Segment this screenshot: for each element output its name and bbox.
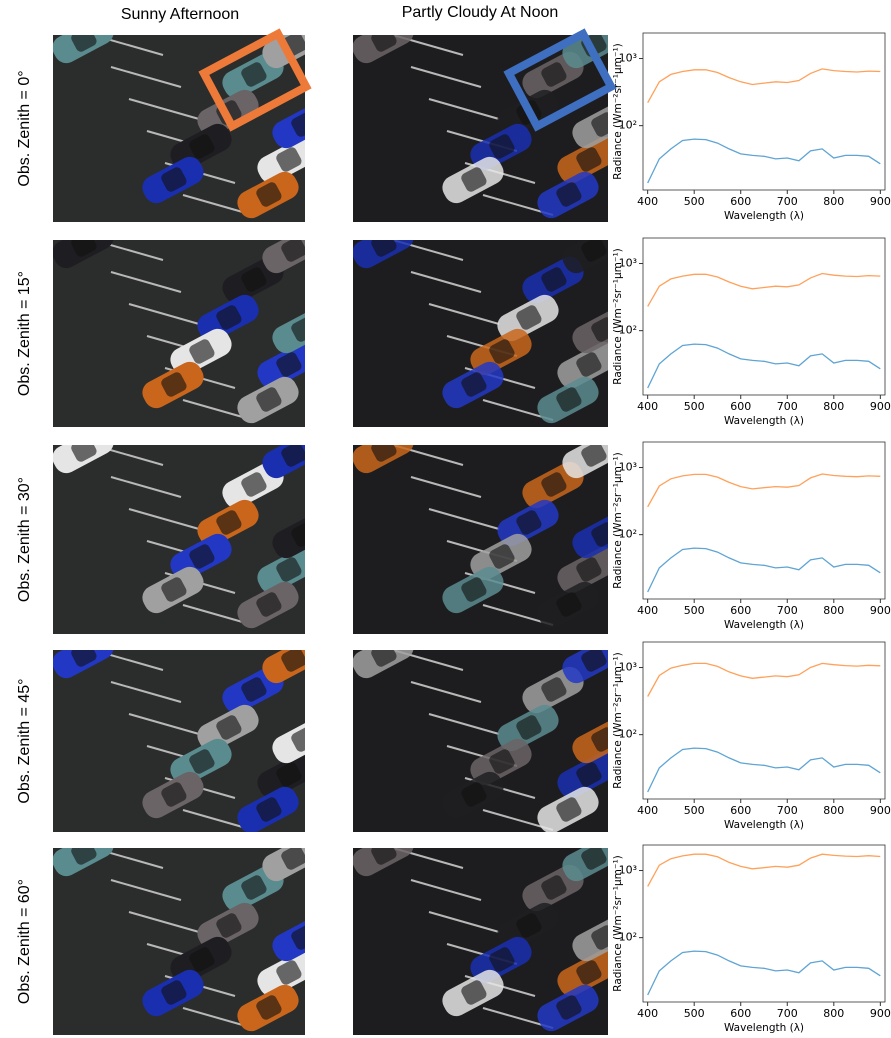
x-tick-label: 500 xyxy=(684,1007,705,1020)
x-tick-label: 800 xyxy=(823,400,844,413)
x-tick-label: 600 xyxy=(730,804,751,817)
x-tick-label: 500 xyxy=(684,195,705,208)
x-tick-label: 400 xyxy=(637,1007,658,1020)
column-title: Partly Cloudy At Noon xyxy=(402,4,559,21)
y-axis-label: Radiance (Wm⁻²sr⁻¹μm⁻¹) xyxy=(612,652,624,789)
plot-frame xyxy=(643,238,885,395)
series-line xyxy=(648,854,881,886)
photo-content xyxy=(348,423,638,634)
x-tick-label: 700 xyxy=(777,195,798,208)
row-label: Obs. Zenith = 60° xyxy=(16,879,33,1004)
x-tick-label: 400 xyxy=(637,604,658,617)
x-tick-label: 900 xyxy=(870,400,891,413)
row-label: Obs. Zenith = 0° xyxy=(16,70,33,186)
photo xyxy=(48,826,338,1036)
y-axis-label: Radiance (Wm⁻²sr⁻¹μm⁻¹) xyxy=(612,248,624,385)
y-axis-label: Radiance (Wm⁻²sr⁻¹μm⁻¹) xyxy=(612,452,624,589)
row-label: Obs. Zenith = 15° xyxy=(16,271,33,396)
series-line xyxy=(648,474,881,507)
photo-content xyxy=(348,826,638,1036)
series-line xyxy=(648,951,881,995)
x-tick-label: 700 xyxy=(777,804,798,817)
x-tick-label: 600 xyxy=(730,1007,751,1020)
series-line xyxy=(648,748,881,792)
photo xyxy=(48,628,338,838)
x-tick-label: 500 xyxy=(684,804,705,817)
row-label: Obs. Zenith = 30° xyxy=(16,477,33,602)
x-tick-label: 700 xyxy=(777,400,798,413)
photo xyxy=(48,423,338,634)
x-axis-label: Wavelength (λ) xyxy=(724,619,804,631)
photo-content xyxy=(348,218,638,428)
x-tick-label: 400 xyxy=(637,195,658,208)
photo-content xyxy=(48,826,338,1036)
x-tick-label: 800 xyxy=(823,804,844,817)
x-tick-label: 500 xyxy=(684,400,705,413)
x-tick-label: 900 xyxy=(870,604,891,617)
figure: Sunny Afternoon Partly Cloudy At Noon Ob… xyxy=(0,0,891,1038)
series-line xyxy=(648,344,881,388)
photo xyxy=(348,13,638,223)
photo xyxy=(348,826,638,1036)
row-label: Obs. Zenith = 45° xyxy=(16,678,33,803)
photo xyxy=(48,13,338,223)
x-tick-label: 500 xyxy=(684,604,705,617)
photo xyxy=(48,218,338,428)
x-tick-label: 900 xyxy=(870,804,891,817)
x-axis-label: Wavelength (λ) xyxy=(724,210,804,222)
column-title: Sunny Afternoon xyxy=(121,6,239,23)
x-tick-label: 600 xyxy=(730,604,751,617)
y-axis-label: Radiance (Wm⁻²sr⁻¹μm⁻¹) xyxy=(612,855,624,992)
x-tick-label: 600 xyxy=(730,400,751,413)
x-tick-label: 900 xyxy=(870,1007,891,1020)
y-axis-label: Radiance (Wm⁻²sr⁻¹μm⁻¹) xyxy=(612,43,624,180)
photo-content xyxy=(48,13,338,223)
series-line xyxy=(648,139,881,183)
x-tick-label: 700 xyxy=(777,1007,798,1020)
x-tick-label: 800 xyxy=(823,1007,844,1020)
photo xyxy=(348,628,638,838)
series-line xyxy=(648,274,881,307)
photo-content xyxy=(348,13,638,223)
x-axis-label: Wavelength (λ) xyxy=(724,1022,804,1034)
x-tick-label: 700 xyxy=(777,604,798,617)
x-tick-label: 600 xyxy=(730,195,751,208)
photo xyxy=(348,423,638,634)
x-tick-label: 900 xyxy=(870,195,891,208)
series-line xyxy=(648,548,881,592)
photo-content xyxy=(348,628,638,838)
photo-content xyxy=(48,218,338,428)
x-tick-label: 800 xyxy=(823,195,844,208)
series-line xyxy=(648,69,881,103)
plot-frame xyxy=(643,442,885,599)
plot-frame xyxy=(643,33,885,190)
x-axis-label: Wavelength (λ) xyxy=(724,819,804,831)
x-tick-label: 400 xyxy=(637,804,658,817)
x-tick-label: 800 xyxy=(823,604,844,617)
x-tick-label: 400 xyxy=(637,400,658,413)
plot-frame xyxy=(643,845,885,1002)
photo-content xyxy=(48,423,338,634)
photo-content xyxy=(48,628,338,838)
series-line xyxy=(648,663,881,696)
x-axis-label: Wavelength (λ) xyxy=(724,415,804,427)
photo xyxy=(348,218,638,428)
